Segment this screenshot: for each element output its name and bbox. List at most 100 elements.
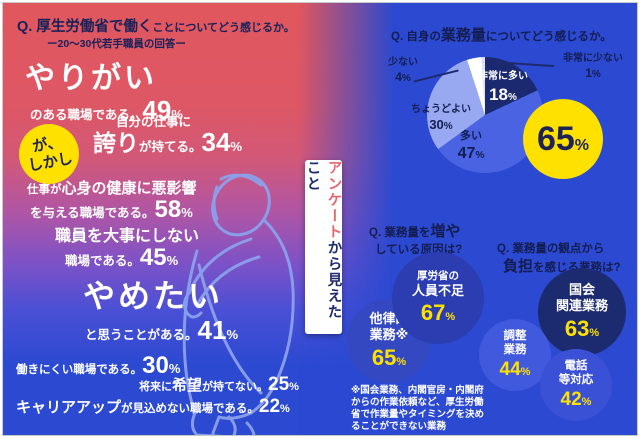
- bubble-phone-line2: 等対応: [558, 374, 594, 387]
- percent-sign: %: [280, 403, 290, 415]
- bubble-coordination-line2: 業務: [503, 344, 527, 357]
- stat-yarigai-headline: やりがい: [25, 62, 157, 95]
- combined-total-value: 65: [536, 119, 575, 158]
- stat-quit-headline: やめたい: [83, 278, 224, 314]
- pie-label-many: 多い 47%: [447, 130, 495, 164]
- bubble-external-tasks-line2: 業務※: [369, 327, 409, 343]
- percent-sign: %: [171, 107, 183, 122]
- stat-staff-rest: 職場である。: [65, 254, 140, 268]
- left-question-title: Q. 厚生労働省で働くことについてどう感じるか。: [17, 15, 295, 36]
- stat-hope-value: 25: [268, 374, 290, 395]
- bubble-coordination-number: 44: [499, 358, 521, 380]
- bubble-external-tasks: 他律的 業務※ 65%: [347, 299, 431, 383]
- stat-health-rest: を与える職場である。: [30, 206, 155, 220]
- percent-sign: %: [396, 355, 407, 368]
- workload-question-pre: Q. 自身の: [391, 31, 441, 43]
- stat-hope-lead: 将来に: [139, 381, 172, 393]
- pie-label-very-many-text: 非常に多い: [478, 71, 528, 82]
- stat-yarigai-rest: のある職場である。: [30, 108, 143, 122]
- stat-pride-keyword: 誇り: [93, 130, 139, 156]
- stat-pride-value: 34: [201, 127, 231, 157]
- banner-rest: から見えたこと: [304, 160, 342, 320]
- bubble-staff-shortage-line1: 厚労省の: [417, 269, 459, 282]
- percent-sign: %: [591, 68, 601, 80]
- center-banner: アンケートから見えたこと: [305, 160, 342, 334]
- pie-label-very-few-value: 1: [585, 65, 592, 80]
- burden-question-keyword: 負担: [503, 257, 534, 275]
- percent-sign: %: [520, 365, 531, 378]
- bubble-staff-shortage-number: 67: [420, 299, 446, 325]
- bubble-phone-response: 電話 等対応 42%: [540, 349, 612, 421]
- bubble-coordination-value: 44%: [500, 358, 531, 382]
- percent-sign: %: [589, 326, 600, 339]
- stat-hope-keyword: 希望: [172, 377, 203, 394]
- bubble-coordination-line1: 調整: [503, 329, 527, 342]
- stat-hard-value: 30: [142, 352, 169, 379]
- cause-question-keyword: 増や: [430, 223, 461, 240]
- workload-question-keyword: 業務量: [440, 27, 486, 44]
- percent-sign: %: [168, 361, 181, 376]
- stat-career-line: キャリアアップが見込めない職場である。22%: [16, 396, 290, 418]
- left-question-subtitle: ー20〜30代若手職員の回答ー: [47, 38, 186, 50]
- stat-staff-value: 45: [139, 244, 167, 271]
- stat-quit-rest: と思うことがある。: [85, 328, 198, 342]
- burden-question-line1: Q. 業務量の観点から: [497, 243, 605, 255]
- pie-label-many-text: 多い: [460, 130, 482, 142]
- stat-pride-lead: 自分の仕事に: [116, 115, 192, 129]
- stat-quit-line: と思うことがある。41%: [85, 315, 238, 346]
- percent-sign: %: [581, 395, 592, 408]
- bubble-external-tasks-value: 65%: [372, 344, 406, 372]
- pie-label-very-few: 非常に少ない 1%: [557, 53, 629, 81]
- stat-health-line2: を与える職場である。58%: [30, 196, 193, 224]
- stat-quit-value: 41: [197, 315, 227, 345]
- bubble-staff-shortage: 厚労省の 人員不足 67%: [392, 252, 484, 344]
- pie-label-just-right-text: ちょうどよい: [411, 104, 471, 115]
- percent-sign: %: [166, 253, 179, 268]
- percent-sign: %: [445, 310, 456, 323]
- banner-highlight: アンケート: [325, 160, 342, 240]
- pie-label-few-text: 少ない: [388, 57, 418, 68]
- stat-staff-line: 職場である。45%: [65, 244, 178, 272]
- cause-question-line1: Q. 業務量を増や: [369, 222, 462, 243]
- bubble-coordination-tasks: 調整 業務 44%: [479, 319, 551, 391]
- cause-question-pre: Q. 業務量を: [369, 227, 431, 239]
- bubble-phone-number: 42: [560, 388, 582, 410]
- pie-label-very-few-text: 非常に少ない: [563, 53, 623, 64]
- sitting-person-illustration: [182, 173, 295, 435]
- pie-label-just-right: ちょうどよい 30%: [409, 104, 473, 133]
- workload-question-rest: についてどう感じるか。: [485, 31, 612, 43]
- bubble-external-tasks-number: 65: [371, 344, 397, 370]
- percent-sign: %: [181, 205, 193, 220]
- left-question-rest: ことについてどう感じるか。: [152, 22, 295, 34]
- pie-label-few-value: 4: [395, 69, 402, 84]
- stat-pride-line: 誇りが持てる。34%: [93, 124, 242, 158]
- stat-health-value: 58: [154, 196, 182, 223]
- bubble-diet-number: 63: [564, 315, 590, 341]
- percent-sign: %: [443, 120, 453, 132]
- percent-sign: %: [574, 136, 590, 154]
- pie-label-very-many-value: 18: [489, 84, 508, 104]
- percent-sign: %: [475, 149, 485, 161]
- bubble-staff-shortage-line2: 人員不足: [411, 282, 464, 298]
- workload-question: Q. 自身の業務量についてどう感じるか。: [391, 24, 612, 45]
- percent-sign: %: [289, 381, 299, 393]
- percent-sign: %: [226, 327, 238, 342]
- bubble-diet-line2: 関連業務: [555, 298, 608, 314]
- stat-health-lead: 仕事が: [27, 184, 62, 196]
- stat-yarigai-value: 49: [142, 95, 172, 125]
- pie-label-many-value: 47: [457, 144, 476, 162]
- workload-pie-chart: [427, 57, 543, 173]
- bubble-diet-value: 63%: [565, 315, 599, 343]
- percent-sign: %: [401, 72, 411, 84]
- bubble-phone-value: 42%: [561, 388, 592, 412]
- bubble-staff-shortage-value: 67%: [421, 299, 455, 327]
- stat-yarigai-line: のある職場である。49%: [30, 95, 183, 126]
- stat-hard-line: 働きにくい職場である。30%: [16, 352, 180, 380]
- left-question-main: Q. 厚生労働省で働く: [17, 19, 153, 35]
- combined-total-circle: 65%: [523, 99, 603, 179]
- center-banner-text: アンケートから見えたこと: [303, 160, 345, 334]
- pie-label-very-many: 非常に多い 18%: [471, 71, 535, 105]
- bubble-diet-related-tasks: 国会 関連業務 63%: [538, 268, 626, 356]
